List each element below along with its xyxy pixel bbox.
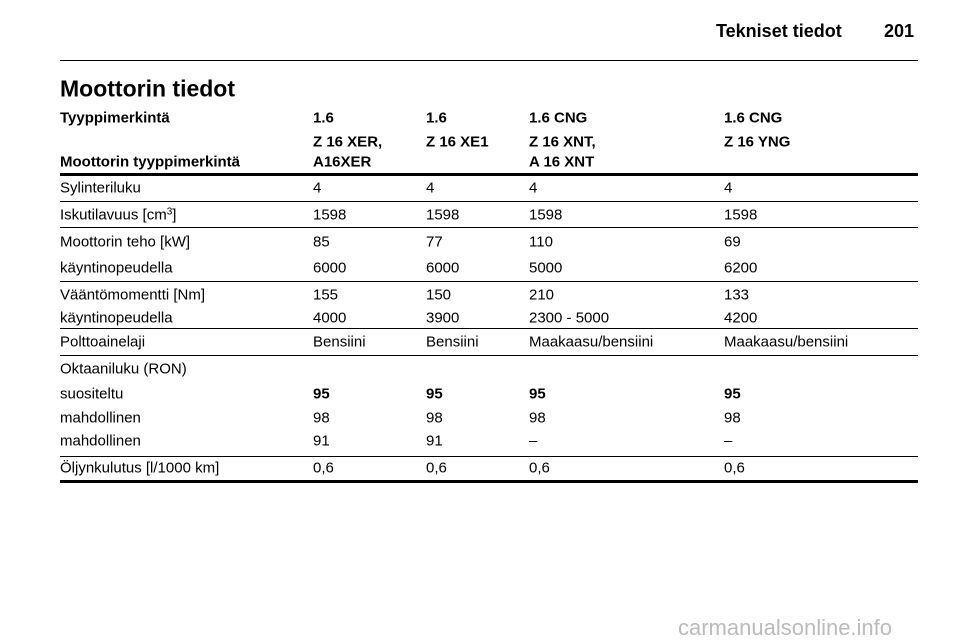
- head-cell: Z 16 XNT,: [529, 133, 596, 151]
- cell: 0,6: [529, 459, 550, 477]
- cell: 4: [529, 179, 538, 197]
- row-label: Polttoainelaji: [60, 333, 146, 351]
- row-label: mahdollinen: [60, 432, 141, 450]
- head-cell: Moottorin tyyppimerkintä: [60, 153, 241, 171]
- table-rule: [60, 227, 918, 228]
- cell: 98: [313, 409, 330, 427]
- table-rule: [60, 355, 918, 356]
- row-label: suositeltu: [60, 385, 124, 403]
- cell: 1598: [724, 206, 758, 224]
- cell: 4000: [313, 309, 347, 327]
- row-label: Sylinteriluku: [60, 179, 141, 197]
- superscript: 3: [166, 206, 173, 218]
- header-rule: [60, 60, 918, 61]
- cell: 155: [313, 286, 339, 304]
- cell: 95: [724, 385, 741, 403]
- head-cell: Z 16 XER,: [313, 133, 383, 151]
- cell: 150: [426, 286, 452, 304]
- table-rule: [60, 456, 918, 457]
- row-label: Oktaaniluku (RON): [60, 360, 187, 378]
- cell: 6000: [313, 259, 347, 277]
- heading: Moottorin tiedot: [60, 75, 236, 102]
- text-part: ]: [172, 206, 177, 224]
- head-cell: 1.6 CNG: [529, 109, 588, 127]
- cell: 4: [426, 179, 435, 197]
- row-label: Iskutilavuus [cm3]: [60, 206, 177, 224]
- cell: 1598: [426, 206, 460, 224]
- cell: 1598: [529, 206, 563, 224]
- cell: 1598: [313, 206, 347, 224]
- cell: 91: [426, 432, 443, 450]
- head-cell: Z 16 XE1: [426, 133, 489, 151]
- cell: 98: [724, 409, 741, 427]
- cell: 4: [313, 179, 322, 197]
- cell: Bensiini: [313, 333, 366, 351]
- text-part: Iskutilavuus [cm: [60, 206, 167, 224]
- row-label: Öljynkulutus [l/1000 km]: [60, 459, 220, 477]
- cell: 6200: [724, 259, 758, 277]
- cell: 98: [426, 409, 443, 427]
- cell: 3900: [426, 309, 460, 327]
- row-label: käyntinopeudella: [60, 309, 173, 327]
- cell: 91: [313, 432, 330, 450]
- cell: 0,6: [724, 459, 745, 477]
- cell: 2300 - 5000: [529, 309, 610, 327]
- cell: 69: [724, 233, 741, 251]
- cell: 4200: [724, 309, 758, 327]
- cell: 95: [313, 385, 330, 403]
- table-rule: [60, 281, 918, 282]
- cell: 0,6: [426, 459, 447, 477]
- head-cell: Z 16 YNG: [724, 133, 791, 151]
- table-rule: [60, 480, 918, 483]
- cell: Maakaasu/bensiini: [724, 333, 849, 351]
- row-label: Vääntömomentti [Nm]: [60, 286, 206, 304]
- table-rule: [60, 328, 918, 329]
- page-number: 201: [884, 21, 915, 41]
- cell: Bensiini: [426, 333, 479, 351]
- cell: 5000: [529, 259, 563, 277]
- watermark: carmanualsonline.info: [678, 615, 893, 640]
- cell: Maakaasu/bensiini: [529, 333, 654, 351]
- table-rule: [60, 201, 918, 202]
- cell: –: [724, 432, 733, 450]
- head-cell: 1.6 CNG: [724, 109, 783, 127]
- row-label: käyntinopeudella: [60, 259, 173, 277]
- cell: 85: [313, 233, 330, 251]
- cell: 6000: [426, 259, 460, 277]
- head-cell: 1.6: [426, 109, 447, 127]
- cell: 110: [529, 233, 553, 251]
- cell: 98: [529, 409, 546, 427]
- cell: 77: [426, 233, 443, 251]
- cell: 4: [724, 179, 733, 197]
- head-cell: A 16 XNT: [529, 153, 595, 171]
- row-label: mahdollinen: [60, 409, 141, 427]
- cell: 95: [426, 385, 443, 403]
- head-cell: A16XER: [313, 153, 372, 171]
- cell: 210: [529, 286, 555, 304]
- head-cell: 1.6: [313, 109, 334, 127]
- row-label: Moottorin teho [kW]: [60, 233, 191, 251]
- cell: –: [529, 432, 538, 450]
- cell: 133: [724, 286, 750, 304]
- head-cell: Tyyppimerkintä: [60, 109, 170, 127]
- cell: 0,6: [313, 459, 334, 477]
- cell: 95: [529, 385, 546, 403]
- section-title: Tekniset tiedot: [716, 21, 842, 41]
- table-rule: [60, 173, 918, 176]
